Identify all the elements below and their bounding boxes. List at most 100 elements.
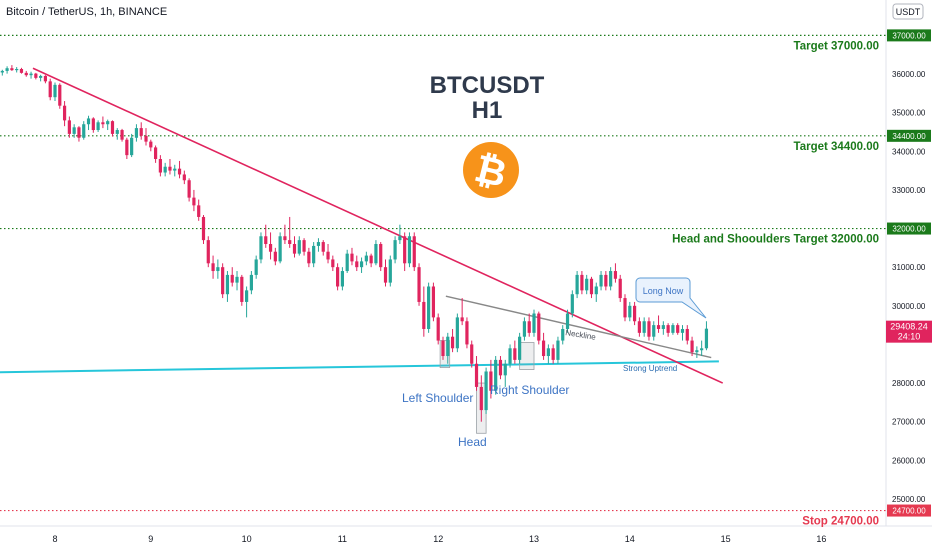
- candle[interactable]: [77, 126, 81, 142]
- candle[interactable]: [240, 274, 244, 306]
- candle[interactable]: [379, 242, 383, 272]
- symbol-info[interactable]: Bitcoin / TetherUS, 1h, BINANCE: [6, 6, 167, 18]
- candle[interactable]: [106, 119, 110, 131]
- candle[interactable]: [206, 236, 210, 268]
- candle[interactable]: [460, 298, 464, 326]
- candle[interactable]: [661, 321, 665, 335]
- candle[interactable]: [336, 263, 340, 291]
- candle[interactable]: [522, 317, 527, 341]
- candle[interactable]: [144, 128, 148, 146]
- candle[interactable]: [321, 240, 325, 256]
- candle[interactable]: [62, 101, 67, 127]
- candle[interactable]: [513, 340, 517, 364]
- candle[interactable]: [484, 367, 488, 414]
- candle[interactable]: [58, 83, 62, 109]
- candle[interactable]: [527, 313, 531, 337]
- candle[interactable]: [383, 259, 388, 287]
- candle[interactable]: [666, 323, 670, 337]
- candle[interactable]: [302, 238, 306, 256]
- price-scale-panel[interactable]: [886, 0, 932, 550]
- candle[interactable]: [398, 224, 402, 244]
- candle[interactable]: [369, 253, 373, 268]
- candle[interactable]: [498, 356, 503, 380]
- candle[interactable]: [168, 159, 172, 175]
- candle[interactable]: [465, 317, 469, 349]
- candle[interactable]: [110, 120, 115, 137]
- candle[interactable]: [53, 82, 57, 102]
- candle[interactable]: [264, 224, 268, 248]
- candle[interactable]: [676, 323, 680, 335]
- candle[interactable]: [39, 74, 43, 82]
- candle[interactable]: [216, 259, 220, 279]
- candle[interactable]: [565, 309, 570, 333]
- candle[interactable]: [134, 124, 139, 142]
- currency-button[interactable]: USDT: [892, 3, 924, 20]
- candle[interactable]: [0, 69, 4, 76]
- candle[interactable]: [412, 232, 416, 272]
- candle[interactable]: [331, 255, 335, 272]
- candle[interactable]: [345, 249, 349, 273]
- candle[interactable]: [259, 232, 263, 264]
- candle[interactable]: [546, 344, 550, 364]
- candle[interactable]: [613, 263, 618, 283]
- candle[interactable]: [427, 282, 431, 333]
- candle[interactable]: [163, 162, 167, 177]
- candle[interactable]: [407, 232, 412, 268]
- candle[interactable]: [642, 317, 646, 337]
- candle[interactable]: [197, 199, 201, 221]
- candle[interactable]: [48, 78, 52, 101]
- candle[interactable]: [86, 115, 91, 131]
- candle[interactable]: [139, 122, 143, 140]
- candle[interactable]: [312, 242, 316, 268]
- candle[interactable]: [541, 332, 546, 360]
- candle[interactable]: [149, 139, 153, 152]
- candle[interactable]: [656, 315, 661, 333]
- candle[interactable]: [632, 301, 637, 326]
- candle[interactable]: [230, 267, 234, 287]
- candle[interactable]: [374, 240, 378, 266]
- candle[interactable]: [403, 232, 407, 272]
- candle[interactable]: [637, 317, 641, 337]
- candle[interactable]: [91, 117, 95, 133]
- candle[interactable]: [561, 325, 565, 345]
- candle[interactable]: [494, 356, 498, 395]
- candle[interactable]: [393, 236, 397, 264]
- candle[interactable]: [364, 251, 368, 266]
- candle[interactable]: [235, 271, 239, 291]
- candle[interactable]: [307, 247, 311, 268]
- candle[interactable]: [130, 133, 134, 158]
- downtrend-line[interactable]: [32, 67, 724, 384]
- candle[interactable]: [355, 255, 359, 272]
- candle[interactable]: [10, 65, 14, 71]
- candle[interactable]: [680, 325, 685, 341]
- candle[interactable]: [455, 313, 459, 353]
- candle[interactable]: [474, 356, 479, 391]
- candle[interactable]: [589, 276, 594, 299]
- candle[interactable]: [604, 271, 608, 291]
- candle[interactable]: [652, 321, 656, 341]
- candle[interactable]: [599, 271, 603, 291]
- candle[interactable]: [101, 116, 105, 129]
- candle[interactable]: [628, 301, 632, 322]
- candle[interactable]: [245, 286, 249, 318]
- candle[interactable]: [359, 257, 364, 273]
- candle[interactable]: [690, 336, 694, 357]
- candle[interactable]: [647, 317, 651, 341]
- candle[interactable]: [580, 271, 584, 295]
- candle[interactable]: [297, 236, 301, 256]
- candle[interactable]: [24, 70, 28, 77]
- candle[interactable]: [446, 332, 450, 364]
- candle[interactable]: [450, 328, 455, 353]
- candle[interactable]: [43, 75, 48, 84]
- candle[interactable]: [700, 340, 704, 357]
- candle[interactable]: [489, 359, 493, 399]
- candle[interactable]: [618, 274, 622, 302]
- candle[interactable]: [623, 294, 627, 322]
- candle[interactable]: [221, 263, 225, 299]
- candle[interactable]: [115, 128, 119, 140]
- candle[interactable]: [417, 263, 421, 306]
- candle[interactable]: [671, 323, 675, 335]
- candle[interactable]: [436, 313, 440, 345]
- candle[interactable]: [278, 232, 282, 264]
